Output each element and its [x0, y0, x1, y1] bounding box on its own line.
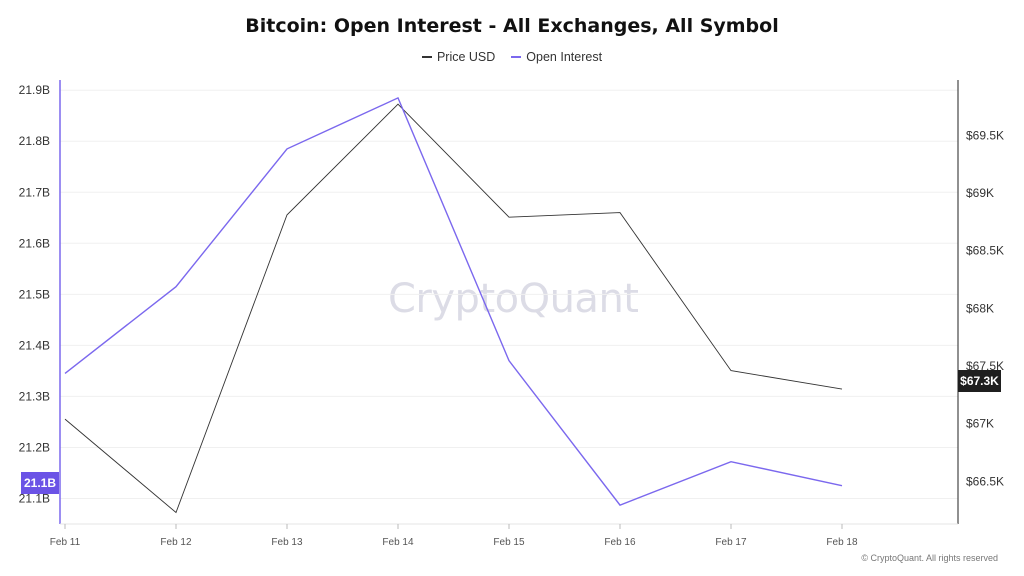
legend-item-open-interest[interactable]: Open Interest — [511, 50, 602, 64]
open-interest-line — [64, 96, 843, 506]
legend-swatch-price — [421, 56, 432, 58]
left-axis-tick-label: 21.4B — [19, 338, 50, 352]
left-axis-tick-label: 21.6B — [19, 236, 50, 250]
left-axis-tick-label: 21.3B — [19, 389, 50, 403]
left-axis-tick-label: 21.1B — [19, 491, 50, 505]
chart-title: Bitcoin: Open Interest - All Exchanges, … — [245, 15, 779, 37]
open-interest-last-value-badge: 21.1B — [21, 472, 59, 494]
right-axis-tick-label: $68K — [966, 301, 994, 315]
left-axis-tick-label: 21.2B — [19, 440, 50, 454]
right-axis-tick-label: $69K — [966, 186, 994, 200]
price-last-value-badge: $67.3K — [958, 370, 1001, 392]
left-axis-tick-label: 21.9B — [19, 83, 50, 97]
chart-legend: Price USD Open Interest — [0, 50, 1024, 64]
x-axis-tick-label: Feb 16 — [604, 537, 636, 548]
left-axis-tick-label: 21.8B — [19, 134, 50, 148]
x-axis-tick-label: Feb 18 — [826, 537, 858, 548]
copyright-text: © CryptoQuant. All rights reserved — [861, 553, 998, 563]
legend-swatch-open-interest — [511, 56, 522, 58]
legend-item-price[interactable]: Price USD — [421, 50, 496, 64]
right-axis-tick-label: $69.5K — [966, 128, 1004, 142]
x-axis-tick-label: Feb 17 — [715, 537, 747, 548]
x-axis-tick-label: Feb 11 — [50, 537, 81, 548]
x-axis-tick-label: Feb 14 — [382, 537, 414, 548]
x-axis-tick-label: Feb 12 — [160, 537, 192, 548]
legend-label-price: Price USD — [436, 50, 496, 64]
right-axis-tick-label: $67.5K — [966, 359, 1004, 373]
right-axis-tick-label: $68.5K — [966, 244, 1004, 258]
right-axis-tick-label: $67K — [966, 417, 994, 431]
left-axis-tick-label: 21.7B — [19, 185, 50, 199]
x-axis-tick-label: Feb 13 — [271, 537, 303, 548]
price-usd-line — [64, 103, 843, 514]
watermark: CryptoQuant — [388, 276, 639, 322]
right-axis-tick-label: $66.5K — [966, 474, 1004, 488]
left-axis-tick-label: 21.5B — [19, 287, 50, 301]
x-axis-tick-label: Feb 15 — [493, 537, 525, 548]
legend-label-open-interest: Open Interest — [526, 50, 603, 64]
